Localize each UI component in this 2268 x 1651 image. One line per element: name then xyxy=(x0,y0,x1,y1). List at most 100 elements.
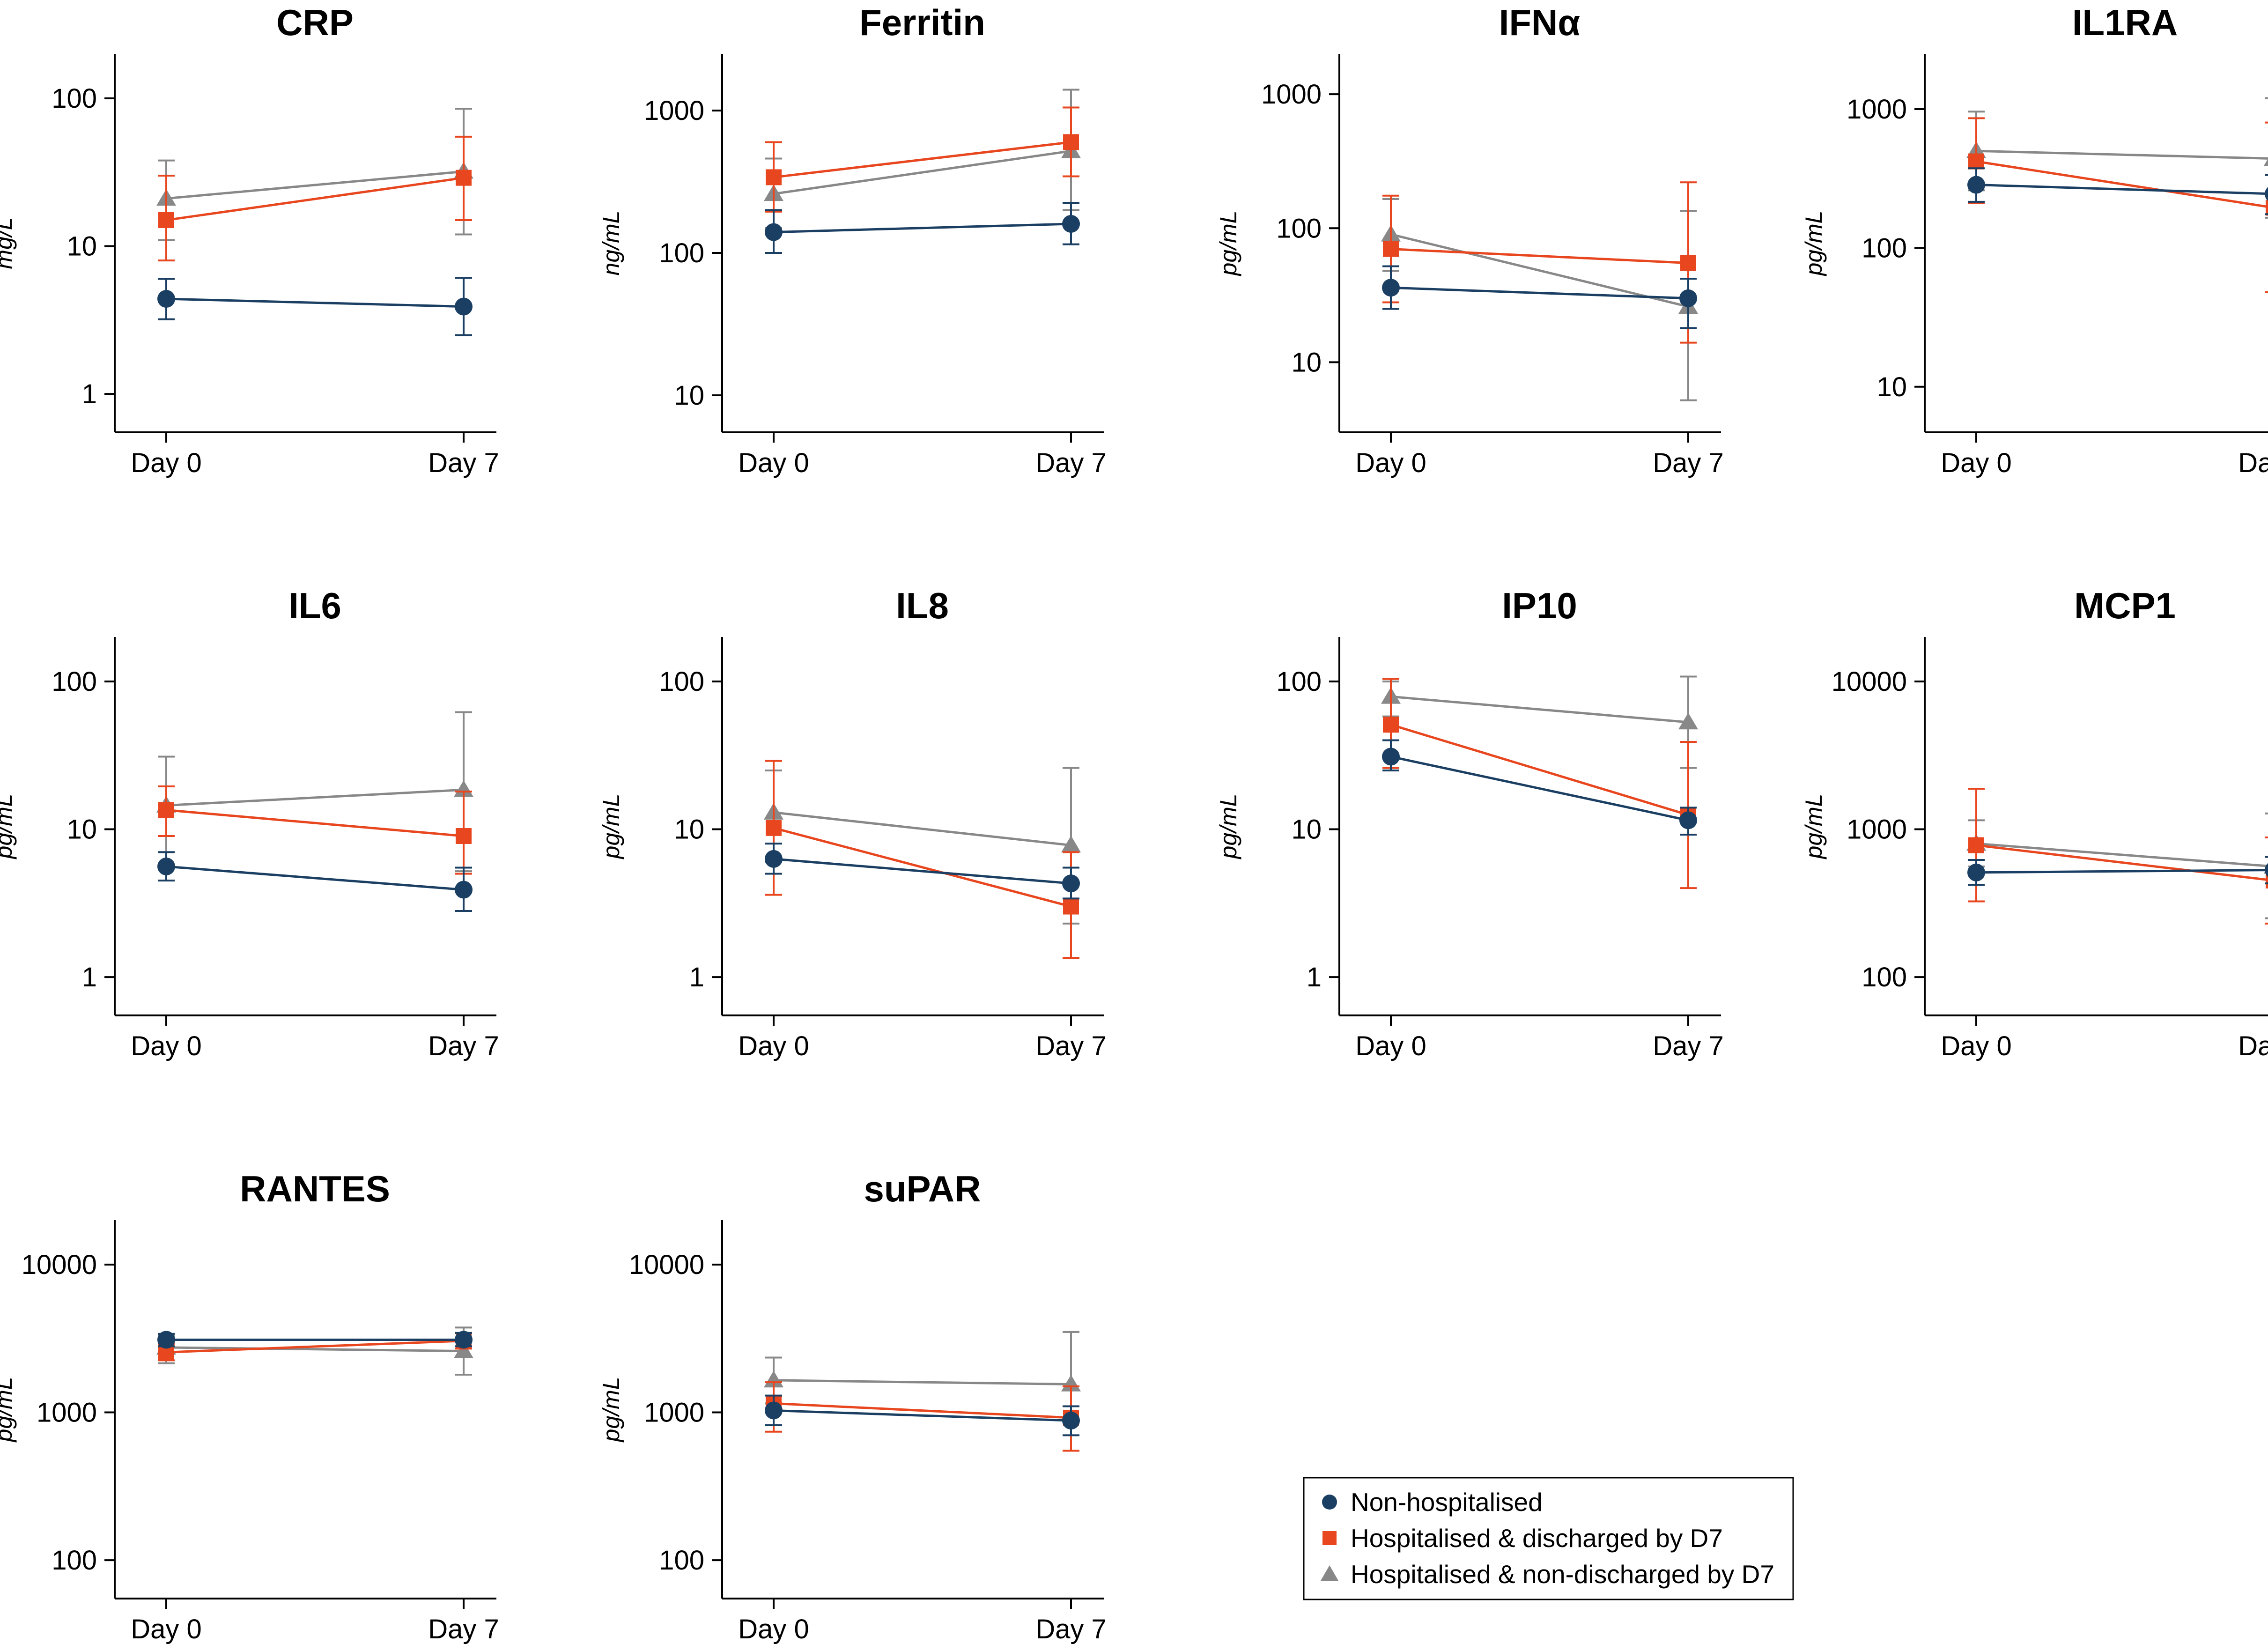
data-point-square xyxy=(1383,717,1399,733)
data-point-circle xyxy=(765,850,783,868)
x-tick-label: Day 0 xyxy=(1355,448,1426,478)
chart-title: IL6 xyxy=(288,585,341,626)
data-point-circle xyxy=(765,223,783,241)
series-line xyxy=(1976,184,2268,195)
series-non_hospitalised xyxy=(1967,856,2268,886)
y-tick-label: 1000 xyxy=(644,96,704,126)
y-tick-label: 1 xyxy=(1307,962,1322,992)
data-point-circle xyxy=(1062,874,1080,893)
series-line xyxy=(166,170,464,200)
series-line xyxy=(773,827,1071,908)
data-point-circle xyxy=(1382,748,1400,766)
y-tick-label: 100 xyxy=(659,1545,704,1576)
x-tick-label: Day 7 xyxy=(2238,1031,2268,1061)
y-axis-label: pg/mL xyxy=(0,1377,17,1443)
y-tick-label: 10000 xyxy=(22,1250,97,1280)
legend-label: Hospitalised & discharged by D7 xyxy=(1351,1524,1723,1553)
series-discharged xyxy=(765,760,1079,959)
legend-label: Hospitalised & non-discharged by D7 xyxy=(1351,1560,1774,1589)
data-point-circle xyxy=(1062,215,1080,233)
series-discharged xyxy=(765,106,1079,213)
chart-title: MCP1 xyxy=(2074,585,2176,626)
data-point-triangle xyxy=(764,1370,783,1388)
series-line xyxy=(773,1402,1071,1419)
y-axis-label: pg/mL xyxy=(598,794,624,860)
data-point-circle xyxy=(1382,279,1400,297)
panel-il6: IL6 1 10 100 pg/mL Day 0 Day 7 xyxy=(0,585,499,1061)
data-point-circle xyxy=(1967,176,1985,194)
series-line xyxy=(773,858,1071,885)
y-tick-label: 10 xyxy=(1291,814,1322,845)
y-tick-label: 100 xyxy=(1862,962,1907,992)
x-tick-label: Day 7 xyxy=(1035,448,1107,478)
series-non_discharged xyxy=(156,711,473,873)
series-line xyxy=(166,1340,464,1354)
y-tick-label: 1 xyxy=(689,962,704,992)
legend-marker-triangle xyxy=(1321,1565,1338,1581)
data-point-square xyxy=(766,169,782,185)
series-line xyxy=(166,177,464,222)
data-point-triangle xyxy=(1678,712,1698,730)
series-line xyxy=(1976,149,2268,160)
chart-title: CRP xyxy=(276,2,354,43)
y-axis-label: mg/L xyxy=(0,217,17,269)
data-point-circle xyxy=(157,1331,175,1349)
x-tick-label: Day 7 xyxy=(428,448,499,478)
y-tick-label: 100 xyxy=(659,666,704,697)
series-line xyxy=(166,865,464,891)
series-non_discharged xyxy=(1381,198,1698,401)
series-non_hospitalised xyxy=(1382,265,1697,329)
data-point-circle xyxy=(2265,863,2268,877)
series-non_hospitalised xyxy=(157,1331,473,1349)
data-point-circle xyxy=(1679,811,1697,829)
series-non_hospitalised xyxy=(1382,739,1697,836)
y-tick-label: 1000 xyxy=(1261,79,1322,110)
series-line xyxy=(1976,844,2268,881)
legend-marker-square xyxy=(1322,1531,1337,1545)
data-point-circle xyxy=(1967,863,1985,881)
panel-supar: suPAR 100 1000 10000 pg/mL Day 0 Day 7 xyxy=(598,1168,1107,1644)
panel-il8: IL8 1 10 100 pg/mL Day 0 Day 7 xyxy=(598,585,1107,1061)
data-point-square xyxy=(158,212,174,228)
y-tick-label: 10 xyxy=(66,231,97,262)
series-discharged xyxy=(158,1332,472,1362)
data-point-circle xyxy=(2265,187,2268,201)
y-tick-label: 10 xyxy=(674,814,704,845)
data-point-triangle xyxy=(454,1341,473,1358)
series-line xyxy=(166,1346,464,1353)
series-non_discharged xyxy=(1381,675,1698,769)
x-tick-label: Day 7 xyxy=(428,1614,499,1644)
data-point-triangle xyxy=(2264,158,2268,166)
series-non_discharged xyxy=(764,767,1081,925)
series-non_hospitalised xyxy=(157,851,473,912)
x-tick-label: Day 7 xyxy=(428,1031,499,1061)
y-axis-label: pg/mL xyxy=(1215,211,1241,277)
chart-title: RANTES xyxy=(240,1168,390,1209)
series-line xyxy=(166,297,464,308)
data-point-circle xyxy=(455,1331,473,1349)
legend-label: Non-hospitalised xyxy=(1351,1488,1543,1517)
data-point-square xyxy=(1680,255,1696,271)
series-line xyxy=(773,811,1071,847)
y-tick-label: 10 xyxy=(1876,372,1907,402)
y-tick-label: 100 xyxy=(52,83,97,114)
data-point-square xyxy=(456,170,472,186)
series-discharged xyxy=(158,135,472,262)
series-line xyxy=(1390,233,1689,308)
y-tick-label: 100 xyxy=(659,238,704,268)
chart-title: IFNα xyxy=(1499,2,1581,43)
y-axis-label: pg/mL xyxy=(1801,794,1827,860)
data-point-circle xyxy=(1679,289,1697,307)
legend-marker-circle xyxy=(1322,1495,1337,1510)
chart-title: IP10 xyxy=(1502,585,1577,626)
y-tick-label: 10 xyxy=(674,380,704,411)
y-tick-label: 1000 xyxy=(1847,814,1907,845)
x-tick-label: Day 0 xyxy=(738,1614,809,1644)
y-tick-label: 10 xyxy=(1291,347,1322,378)
series-non_hospitalised xyxy=(157,277,473,336)
data-point-square xyxy=(2266,872,2268,888)
series-discharged xyxy=(1968,117,2268,293)
y-tick-label: 100 xyxy=(1276,666,1322,697)
panel-crp: CRP 1 10 100 mg/L Day 0 Day 7 xyxy=(0,2,499,478)
series-non_hospitalised xyxy=(765,843,1080,900)
